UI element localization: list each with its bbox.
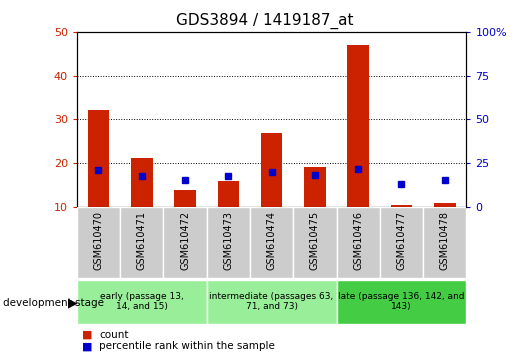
- Bar: [77, 207, 120, 278]
- Text: GDS3894 / 1419187_at: GDS3894 / 1419187_at: [176, 12, 354, 29]
- Text: GSM610474: GSM610474: [267, 211, 277, 270]
- Text: GSM610477: GSM610477: [396, 211, 407, 270]
- Bar: [391, 205, 412, 207]
- Text: GSM610478: GSM610478: [440, 211, 450, 270]
- Bar: [293, 207, 337, 278]
- Bar: [250, 207, 293, 278]
- Text: early (passage 13,
14, and 15): early (passage 13, 14, and 15): [100, 292, 184, 312]
- Text: ▶: ▶: [68, 296, 77, 309]
- Text: ■: ■: [82, 330, 93, 339]
- Bar: [261, 133, 282, 207]
- Bar: [337, 280, 466, 324]
- Text: development stage: development stage: [3, 298, 104, 308]
- Text: GSM610476: GSM610476: [353, 211, 363, 270]
- Bar: [174, 190, 196, 207]
- Text: GSM610470: GSM610470: [93, 211, 103, 270]
- Text: GSM610472: GSM610472: [180, 211, 190, 270]
- Bar: [217, 181, 239, 207]
- Bar: [304, 167, 326, 207]
- Bar: [163, 207, 207, 278]
- Text: GSM610471: GSM610471: [137, 211, 147, 270]
- Bar: [337, 207, 380, 278]
- Bar: [207, 280, 337, 324]
- Bar: [120, 207, 163, 278]
- Text: late (passage 136, 142, and
143): late (passage 136, 142, and 143): [338, 292, 465, 312]
- Text: count: count: [99, 330, 129, 339]
- Text: GSM610473: GSM610473: [223, 211, 233, 270]
- Text: intermediate (passages 63,
71, and 73): intermediate (passages 63, 71, and 73): [209, 292, 334, 312]
- Bar: [423, 207, 466, 278]
- Bar: [87, 110, 109, 207]
- Bar: [77, 280, 207, 324]
- Bar: [131, 158, 153, 207]
- Bar: [347, 45, 369, 207]
- Text: ■: ■: [82, 341, 93, 351]
- Bar: [380, 207, 423, 278]
- Text: GSM610475: GSM610475: [310, 211, 320, 270]
- Text: percentile rank within the sample: percentile rank within the sample: [99, 341, 275, 351]
- Bar: [207, 207, 250, 278]
- Bar: [434, 203, 456, 207]
